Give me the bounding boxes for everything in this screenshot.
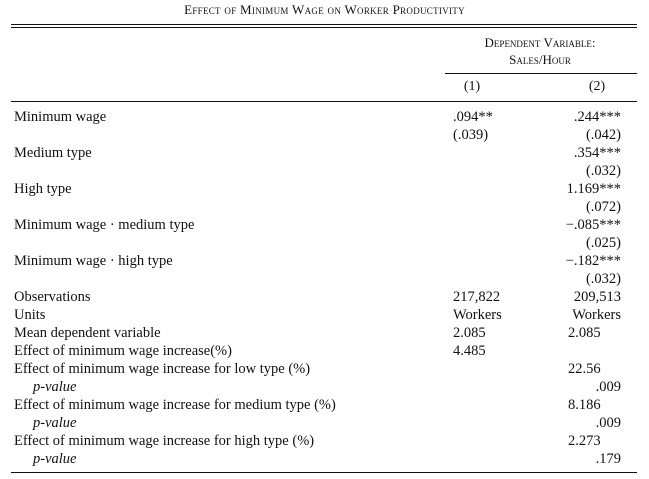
se-cell: (.042) xyxy=(585,127,621,143)
stat-label-effect-high: Effect of minimum wage increase for high… xyxy=(14,433,315,449)
top-rule-double xyxy=(11,27,637,28)
coef-cell: −.085*** xyxy=(565,217,621,233)
stat-label-pvalue: p-value xyxy=(33,415,77,431)
stat-cell: 209,513 xyxy=(573,289,621,305)
stat-label-effect-medium: Effect of minimum wage increase for medi… xyxy=(14,397,336,413)
coef-cell: .094** xyxy=(453,109,493,125)
stat-cell: 2.273 xyxy=(568,433,601,449)
stat-label-observations: Observations xyxy=(14,289,91,305)
stat-cell: 2.085 xyxy=(453,325,486,341)
stat-label-effect: Effect of minimum wage increase(%) xyxy=(14,343,232,359)
se-cell: (.032) xyxy=(585,271,621,287)
column-header-1: (1) xyxy=(463,79,481,94)
row-label: Minimum wage xyxy=(14,109,107,125)
stat-label-effect-low: Effect of minimum wage increase for low … xyxy=(14,361,311,377)
row-label: Minimum wage · medium type xyxy=(14,217,195,233)
coef-cell: −.182*** xyxy=(565,253,621,269)
row-label: Medium type xyxy=(14,145,92,161)
se-cell: (.039) xyxy=(453,127,489,143)
stat-label-pvalue: p-value xyxy=(33,451,77,467)
row-label: High type xyxy=(14,181,72,197)
stat-cell: 8.186 xyxy=(568,397,601,413)
stat-cell: 4.485 xyxy=(453,343,486,359)
column-header-2: (2) xyxy=(588,79,606,94)
se-cell: (.025) xyxy=(585,235,621,251)
header-subrule xyxy=(445,73,637,74)
table-title: Effect of Minimum Wage on Worker Product… xyxy=(184,2,465,17)
dependent-variable-name: Sales/Hour xyxy=(509,52,571,67)
stat-cell: .179 xyxy=(595,451,621,467)
coef-cell: .244*** xyxy=(573,109,621,125)
stat-cell: Workers xyxy=(572,307,621,323)
stat-cell: .009 xyxy=(595,379,621,395)
header-rule xyxy=(11,101,637,102)
stat-cell: Workers xyxy=(453,307,502,323)
coef-cell: .354*** xyxy=(573,145,621,161)
dependent-variable-label: Dependent Variable: xyxy=(484,35,596,50)
stat-cell: .009 xyxy=(595,415,621,431)
coef-cell: 1.169*** xyxy=(566,181,621,197)
bottom-rule xyxy=(11,472,637,473)
stat-label-units: Units xyxy=(14,307,46,323)
se-cell: (.032) xyxy=(585,163,621,179)
stat-cell: 2.085 xyxy=(568,325,601,341)
top-rule xyxy=(11,24,637,25)
se-cell: (.072) xyxy=(585,199,621,215)
stat-cell: 217,822 xyxy=(453,289,501,305)
stat-cell: 22.56 xyxy=(568,361,601,377)
stat-label-mean: Mean dependent variable xyxy=(14,325,161,341)
row-label: Minimum wage · high type xyxy=(14,253,173,269)
stat-label-pvalue: p-value xyxy=(33,379,77,395)
